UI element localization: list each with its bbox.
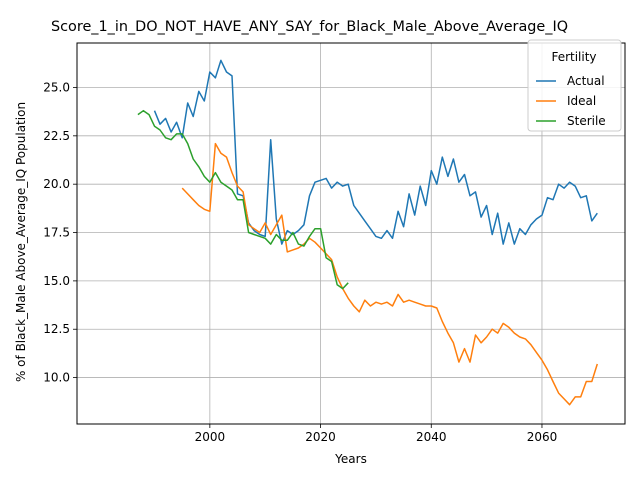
plot-frame [76,42,626,425]
y-axis-ticks: 10.0 12.5 15.0 17.5 20.0 22.5 25.0 [43,80,77,385]
grid-lines [77,43,625,424]
legend: Fertility Actual Ideal Sterile [527,39,622,132]
legend-box [527,39,622,132]
y-tick-label: 22.5 [43,129,70,143]
series-line-ideal [181,142,599,406]
y-tick-label: 15.0 [43,274,70,288]
x-tick-label: 2000 [195,430,226,444]
legend-label-sterile: Sterile [567,114,606,128]
legend-title: Fertility [551,50,596,64]
y-axis-label: % of Black_Male Above_Average_IQ Populat… [14,102,28,382]
series-lines [137,59,599,406]
series-line-sterile [137,109,349,290]
y-tick-label: 17.5 [43,226,70,240]
legend-entries: Actual Ideal Sterile [536,74,606,128]
x-tick-label: 2020 [305,430,336,444]
y-tick-label: 10.0 [43,371,70,385]
y-tick-label: 25.0 [43,80,70,94]
y-tick-label: 20.0 [43,177,70,191]
legend-label-ideal: Ideal [567,94,596,108]
x-tick-label: 2040 [416,430,447,444]
series-line-actual [153,59,598,245]
legend-label-actual: Actual [567,74,605,88]
x-axis-ticks: 2000 2020 2040 2060 [195,424,558,444]
y-tick-label: 12.5 [43,322,70,336]
x-tick-label: 2060 [527,430,558,444]
x-axis-label: Years [334,452,367,466]
chart-title: Score_1_in_DO_NOT_HAVE_ANY_SAY_for_Black… [51,19,568,35]
